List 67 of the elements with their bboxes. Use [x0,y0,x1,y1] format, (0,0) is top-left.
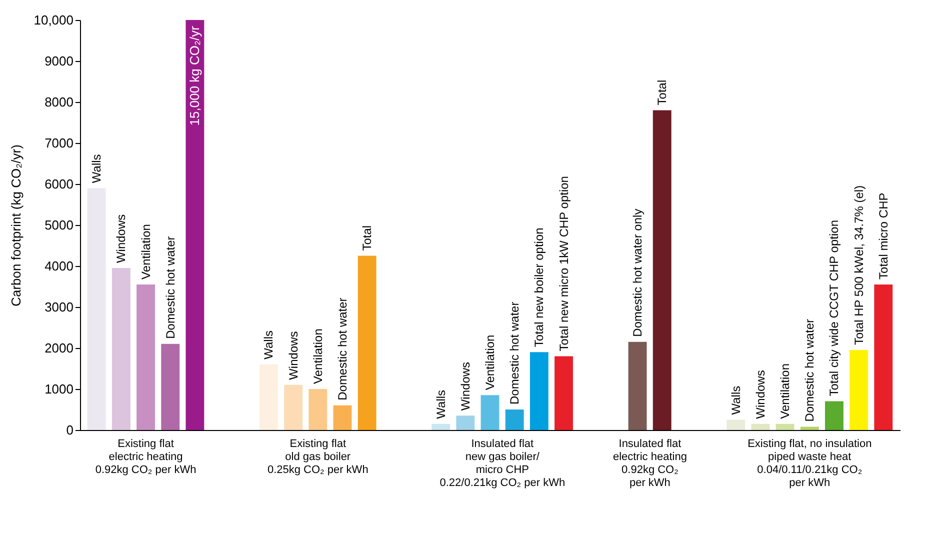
y-axis-title: Carbon footprint (kg CO₂/yr) [8,144,24,306]
bar [333,405,352,430]
x-tick-label: 15,000 kg CO₂/yr [186,25,202,126]
bar [136,284,155,430]
text: Existing flat old gas boiler 0.25kg CO₂ per kWh [267,438,368,476]
x-tick-label: Ventilation [778,363,792,419]
bar [800,426,819,430]
bar [456,416,475,430]
bar [751,424,770,430]
x-tick-label: Walls [90,154,104,184]
bar [161,344,180,430]
bar [358,256,376,430]
bar [480,395,500,430]
x-tick-label: Domestic hot water [508,302,522,404]
bar [825,401,844,430]
x-tick-label: Domestic hot water [335,298,350,400]
y-tick-label: 1000 [44,382,74,396]
bar [874,284,893,430]
bar [505,410,524,430]
y-tick-label: 7000 [44,136,74,150]
bar [259,364,278,430]
x-tick-label: Total [360,225,374,251]
bar [652,110,672,430]
y-tick-label: 10,000 [34,12,74,28]
bar [628,342,647,430]
text: Insulated flat electric heating 0.92kg CO₂ per kWh [612,438,687,489]
bar [726,420,746,430]
x-tick-label: Ventilation [483,334,497,390]
text: Insulated flat new gas boiler/ micro CHP 0.22/0.21kg CO₂ per kWh [440,438,566,489]
x-tick-label: Windows [753,370,768,419]
y-tick-label: 6000 [44,176,74,192]
bar [186,20,204,430]
bar [554,356,573,430]
x-tick-label: Total [655,80,670,106]
x-tick-label: Domestic hot water only [630,208,645,337]
x-tick-label: Windows [286,331,300,380]
y-tick-label: 0 [66,422,74,438]
y-tick-label: 5000 [44,218,74,232]
bar [432,424,450,430]
x-tick-label: Total city wide CCGT CHP option [827,220,842,396]
x-tick-label: Walls [728,386,743,415]
bar [112,268,130,430]
bar [850,350,868,430]
x-tick-label: Windows [114,214,128,264]
x-tick-label: Total new micro 1kW CHP option [556,176,571,352]
text: Existing flat electric heating 0.92kg CO₂ per kWh [95,438,196,476]
x-tick-label: Walls [262,330,276,360]
text: Existing flat, no insulation piped waste heat 0.04/0.11/0.21kg CO₂ per kWh [748,438,872,489]
y-tick-label: 3000 [44,300,74,314]
y-tick-label: 9000 [44,54,74,68]
bar [776,424,794,430]
x-tick-label: Total HP 500 kWel, 34.7% (el) [852,185,866,346]
x-tick-label: Windows [458,362,472,411]
y-tick-label: 4000 [44,258,74,274]
x-tick-label: Walls [434,390,448,419]
x-tick-label: Total new boiler option [532,228,546,348]
bar [530,352,548,430]
x-tick-label: Domestic hot water [802,319,817,422]
bar [308,389,328,430]
x-tick-label: Total micro CHP [876,192,890,280]
x-tick-label: Domestic hot water [163,236,178,339]
x-tick-label: Ventilation [138,224,153,280]
bar [87,188,106,430]
y-tick-label: 8000 [44,94,74,110]
y-tick-label: 2000 [44,340,74,356]
x-tick-label: Ventilation [310,328,325,384]
bar [284,384,303,430]
